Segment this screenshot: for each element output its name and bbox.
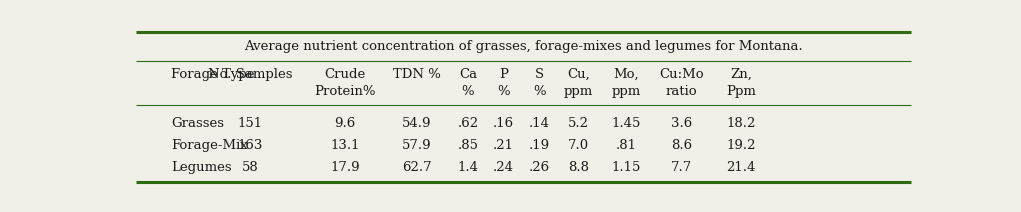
Text: No. Samples: No. Samples xyxy=(208,68,293,81)
Text: Forage Type: Forage Type xyxy=(172,68,254,81)
Text: %: % xyxy=(497,85,509,98)
Text: 58: 58 xyxy=(242,161,258,174)
Text: 7.7: 7.7 xyxy=(671,161,692,174)
Text: 62.7: 62.7 xyxy=(401,161,431,174)
Text: 21.4: 21.4 xyxy=(726,161,756,174)
Text: Protein%: Protein% xyxy=(314,85,376,98)
Text: Ppm: Ppm xyxy=(726,85,756,98)
Text: 3.6: 3.6 xyxy=(671,117,692,130)
Text: 8.8: 8.8 xyxy=(568,161,589,174)
Text: Mo,: Mo, xyxy=(614,68,639,81)
Text: Zn,: Zn, xyxy=(730,68,751,81)
Text: 1.15: 1.15 xyxy=(612,161,641,174)
Text: 1.4: 1.4 xyxy=(457,161,479,174)
Text: 151: 151 xyxy=(238,117,262,130)
Text: Ca: Ca xyxy=(458,68,477,81)
Text: .19: .19 xyxy=(529,139,549,152)
Text: .21: .21 xyxy=(493,139,514,152)
Text: Legumes: Legumes xyxy=(172,161,232,174)
Text: 5.2: 5.2 xyxy=(568,117,589,130)
Text: .26: .26 xyxy=(529,161,549,174)
Text: TDN %: TDN % xyxy=(392,68,440,81)
Text: Grasses: Grasses xyxy=(172,117,225,130)
Text: .62: .62 xyxy=(457,117,479,130)
Text: ppm: ppm xyxy=(612,85,641,98)
Text: Average nutrient concentration of grasses, forage-mixes and legumes for Montana.: Average nutrient concentration of grasse… xyxy=(244,40,803,53)
Text: .85: .85 xyxy=(457,139,479,152)
Text: 8.6: 8.6 xyxy=(671,139,692,152)
Text: 9.6: 9.6 xyxy=(335,117,356,130)
Text: 7.0: 7.0 xyxy=(568,139,589,152)
Text: 19.2: 19.2 xyxy=(726,139,756,152)
Text: .14: .14 xyxy=(529,117,549,130)
Text: Cu:Mo: Cu:Mo xyxy=(660,68,703,81)
Text: %: % xyxy=(461,85,474,98)
Text: 163: 163 xyxy=(238,139,263,152)
Text: 54.9: 54.9 xyxy=(401,117,431,130)
Text: Cu,: Cu, xyxy=(568,68,590,81)
Text: .81: .81 xyxy=(616,139,637,152)
Text: Crude: Crude xyxy=(325,68,366,81)
Text: ppm: ppm xyxy=(564,85,593,98)
Text: P: P xyxy=(499,68,508,81)
Text: S: S xyxy=(535,68,543,81)
Text: 13.1: 13.1 xyxy=(331,139,360,152)
Text: .24: .24 xyxy=(493,161,514,174)
Text: ratio: ratio xyxy=(666,85,697,98)
Text: 57.9: 57.9 xyxy=(401,139,431,152)
Text: Forage-Mix: Forage-Mix xyxy=(172,139,248,152)
Text: %: % xyxy=(533,85,545,98)
Text: 18.2: 18.2 xyxy=(726,117,756,130)
Text: 17.9: 17.9 xyxy=(331,161,360,174)
Text: 1.45: 1.45 xyxy=(612,117,641,130)
Text: .16: .16 xyxy=(493,117,514,130)
